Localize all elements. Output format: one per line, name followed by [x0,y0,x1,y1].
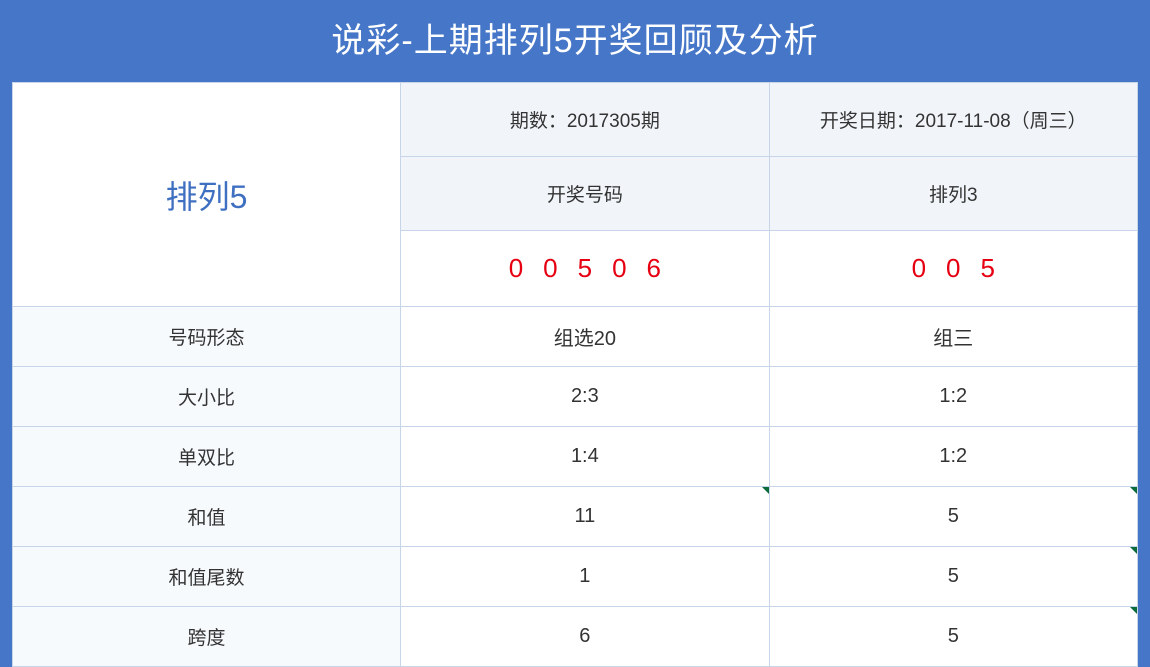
winning-numbers-p3: 005 [769,231,1137,307]
winning-numbers-p5: 00506 [401,231,769,307]
data-row: 和值尾数15 [13,547,1138,607]
data-row: 号码形态组选20组三 [13,307,1138,367]
data-row: 跨度65 [13,607,1138,667]
row-value-p5: 6 [401,607,769,667]
data-row: 单双比1:41:2 [13,427,1138,487]
row-value-p3: 1:2 [769,427,1137,487]
col2-header: 开奖号码 [401,157,769,231]
date-cell: 开奖日期：2017-11-08（周三） [769,83,1137,157]
row-label: 大小比 [13,367,401,427]
period-cell: 期数：2017305期 [401,83,769,157]
row-label: 号码形态 [13,307,401,367]
row-value-p3: 组三 [769,307,1137,367]
row-value-p5: 11 [401,487,769,547]
analysis-table: 排列5 期数：2017305期 开奖日期：2017-11-08（周三） 开奖号码… [12,82,1138,667]
row-value-p3: 5 [769,547,1137,607]
col3-header: 排列3 [769,157,1137,231]
row-value-p5: 2:3 [401,367,769,427]
row-value-p5: 组选20 [401,307,769,367]
lottery-name-cell: 排列5 [13,83,401,307]
card-title: 说彩-上期排列5开奖回顾及分析 [0,0,1150,82]
row-value-p5: 1 [401,547,769,607]
row-label: 跨度 [13,607,401,667]
lottery-analysis-card: 说彩-上期排列5开奖回顾及分析 排列5 期数：2017305期 开奖日期：201… [0,0,1150,667]
row-value-p3: 1:2 [769,367,1137,427]
data-row: 大小比2:31:2 [13,367,1138,427]
row-value-p5: 1:4 [401,427,769,487]
row-label: 单双比 [13,427,401,487]
data-row: 和值115 [13,487,1138,547]
meta-row-1: 排列5 期数：2017305期 开奖日期：2017-11-08（周三） [13,83,1138,157]
row-label: 和值尾数 [13,547,401,607]
card-body: 排列5 期数：2017305期 开奖日期：2017-11-08（周三） 开奖号码… [12,82,1138,666]
row-value-p3: 5 [769,487,1137,547]
row-label: 和值 [13,487,401,547]
row-value-p3: 5 [769,607,1137,667]
table-body: 排列5 期数：2017305期 开奖日期：2017-11-08（周三） 开奖号码… [13,83,1138,667]
